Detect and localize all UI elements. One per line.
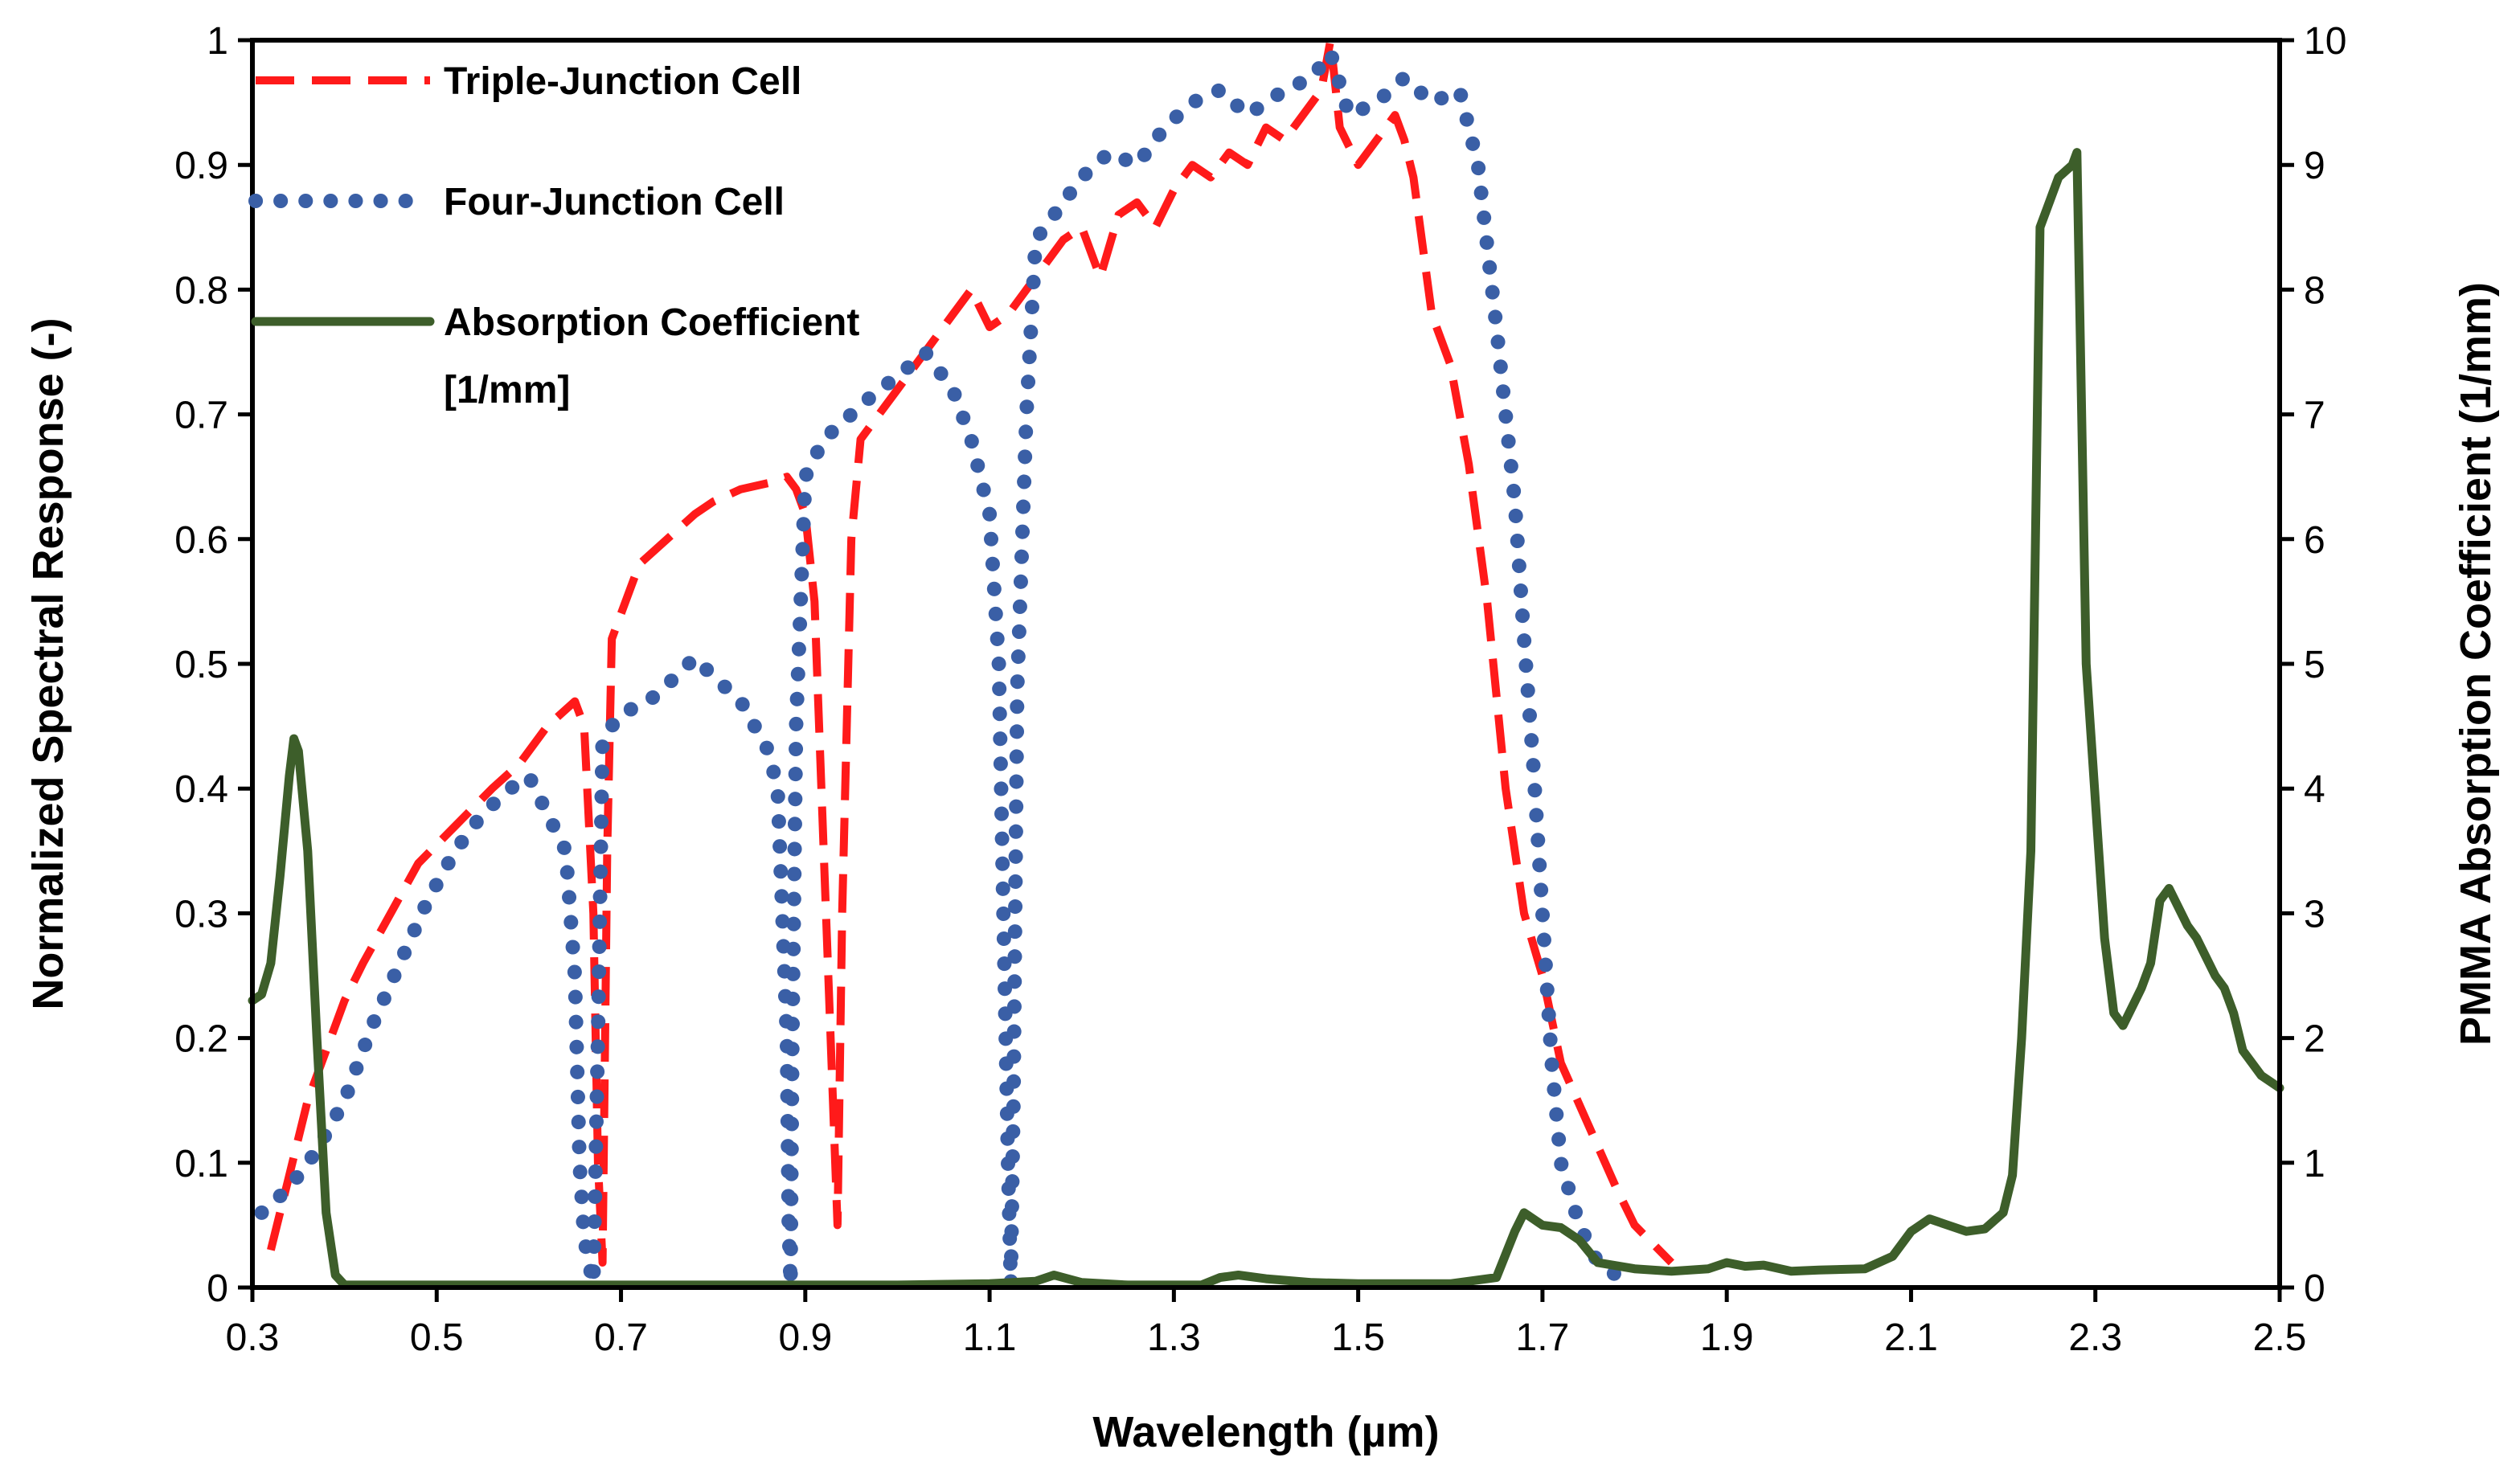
- series-line-solid: [248, 148, 2284, 1290]
- plot-frame: [250, 38, 2282, 1290]
- y-tick-label: 0.5: [174, 644, 228, 686]
- x-tick-label: 2.3: [2068, 1316, 2122, 1359]
- legend-label: [1/mm]: [444, 369, 570, 411]
- x-tick-label: 1.7: [1516, 1316, 1570, 1359]
- x-tick-label: 2.5: [2253, 1316, 2307, 1359]
- x-tick-label: 2.1: [1884, 1316, 1938, 1359]
- y2-tick-label: 1: [2304, 1143, 2325, 1185]
- legend-label: Four-Junction Cell: [444, 181, 785, 223]
- y-tick-label: 0: [207, 1267, 228, 1310]
- legend-label: Triple-Junction Cell: [444, 60, 801, 103]
- y-tick-label: 0.7: [174, 395, 228, 437]
- x-tick-label: 0.5: [410, 1316, 464, 1359]
- y2-tick-label: 7: [2304, 395, 2325, 437]
- legend: Triple-Junction Cell Four-Junction Cell Ab…: [248, 60, 859, 411]
- y2-tick-label: 6: [2304, 519, 2325, 562]
- x-tick-label: 1.9: [1700, 1316, 1754, 1359]
- y-tick-label: 1: [207, 20, 228, 63]
- y-tick-label: 0.1: [174, 1143, 228, 1185]
- x-tick-label: 1.1: [963, 1316, 1017, 1359]
- y2-tick-label: 8: [2304, 269, 2325, 312]
- x-tick-label: 0.3: [226, 1316, 280, 1359]
- y-tick-label: 0.3: [174, 893, 228, 935]
- x-tick-label: 1.3: [1147, 1316, 1201, 1359]
- y2-tick-label: 10: [2304, 20, 2346, 63]
- y2-tick-label: 0: [2304, 1267, 2325, 1310]
- y2-axis-title: PMMA Absorption Coefficient (1/mm): [2452, 282, 2500, 1046]
- series-line-dotted: [254, 45, 1624, 1292]
- x-tick-label: 0.9: [778, 1316, 832, 1359]
- y2-tick-label: 3: [2304, 893, 2325, 935]
- legend-label: Absorption Coefficient: [444, 301, 859, 344]
- y-tick-label: 0.9: [174, 145, 228, 187]
- x-tick-label: 0.7: [594, 1316, 648, 1359]
- y-tick-label: 0.4: [174, 768, 228, 811]
- y2-tick-label: 2: [2304, 1018, 2325, 1061]
- series-layer: [248, 36, 2284, 1292]
- x-axis-ticks: 0.3 0.5 0.7 0.9 1.1 1.3 1.5 1.7 1.9 2.1 2.3 2.5: [226, 1288, 2307, 1359]
- y2-tick-label: 4: [2304, 768, 2325, 811]
- y-tick-label: 0.2: [174, 1018, 228, 1061]
- x-axis-title: Wavelength (µm): [1092, 1408, 1439, 1456]
- y2-tick-label: 5: [2304, 644, 2325, 686]
- y-axis-ticks: 0 0.1 0.2 0.3 0.4 0.5 0.6 0.7 0.8 0.9 1: [174, 20, 252, 1310]
- series-line-dashed: [267, 36, 1674, 1267]
- y-tick-label: 0.6: [174, 519, 228, 562]
- y-tick-label: 0.8: [174, 269, 228, 312]
- y2-tick-label: 9: [2304, 145, 2325, 187]
- y2-axis-ticks: 0 1 2 3 4 5 6 7 8 9 10: [2280, 20, 2346, 1310]
- y-axis-title: Normalized Spectral Response (-): [24, 317, 72, 1009]
- x-tick-label: 1.5: [1331, 1316, 1385, 1359]
